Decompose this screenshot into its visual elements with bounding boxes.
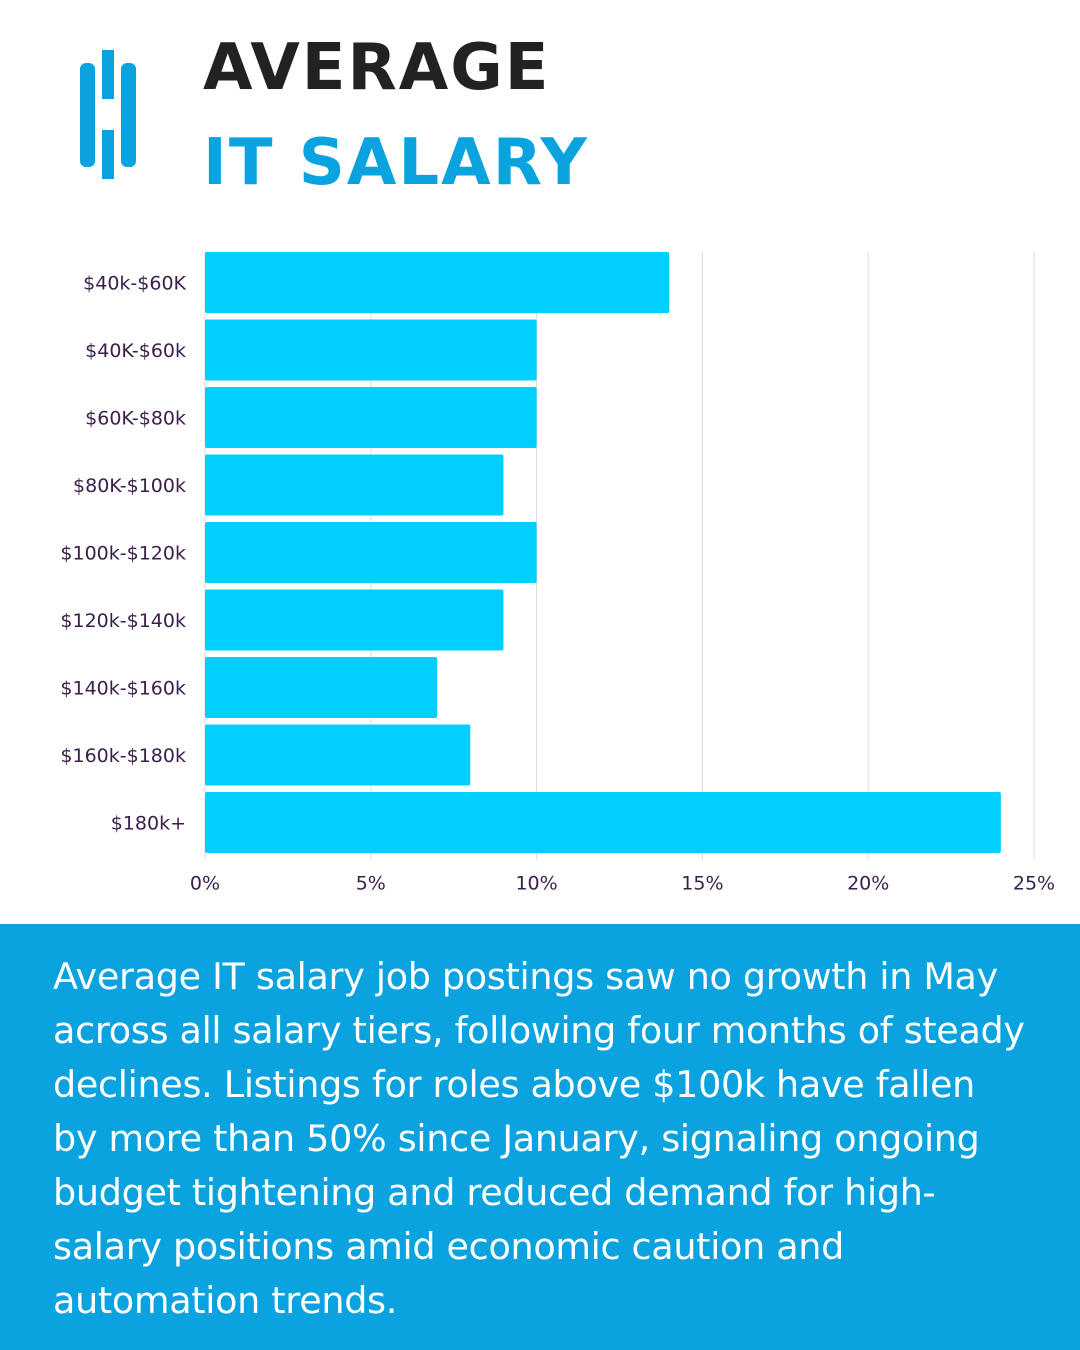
y-category-label: $80K-$100k: [73, 475, 186, 497]
bar: [205, 724, 471, 786]
bar: [205, 319, 537, 381]
y-category-label: $160k-$180k: [60, 745, 186, 767]
y-category-label: $40k-$60K: [83, 273, 186, 295]
x-tick-label: 5%: [356, 873, 386, 895]
bar: [205, 387, 537, 448]
bar: [205, 589, 504, 651]
y-category-label: $180k+: [111, 813, 186, 835]
bar-chart: 0% 5% 10% 15% 20% 25% $40k-$60K $40K-$60k $60K-$…: [60, 252, 1055, 895]
title-line-1: AVERAGE: [203, 31, 551, 105]
brand-logo-icon: [80, 50, 136, 179]
y-category-label: $100k-$120k: [60, 543, 186, 565]
y-category-label: $140k-$160k: [60, 678, 186, 700]
bar: [205, 454, 504, 516]
x-tick-label: 20%: [847, 873, 889, 895]
x-tick-label: 0%: [190, 873, 220, 895]
x-tick-label: 25%: [1013, 873, 1055, 895]
y-category-label: $40K-$60k: [85, 340, 186, 362]
bar: [205, 657, 438, 718]
x-tick-label: 15%: [681, 873, 723, 895]
y-category-label: $60K-$80k: [85, 408, 186, 430]
bar: [205, 522, 537, 583]
title-line-2: IT SALARY: [203, 126, 589, 200]
bar: [205, 792, 1001, 853]
y-category-label: $120k-$140k: [60, 610, 186, 632]
bar: [205, 252, 670, 313]
description-banner: Average IT salary job postings saw no gr…: [0, 924, 1080, 1350]
x-tick-label: 10%: [515, 873, 557, 895]
